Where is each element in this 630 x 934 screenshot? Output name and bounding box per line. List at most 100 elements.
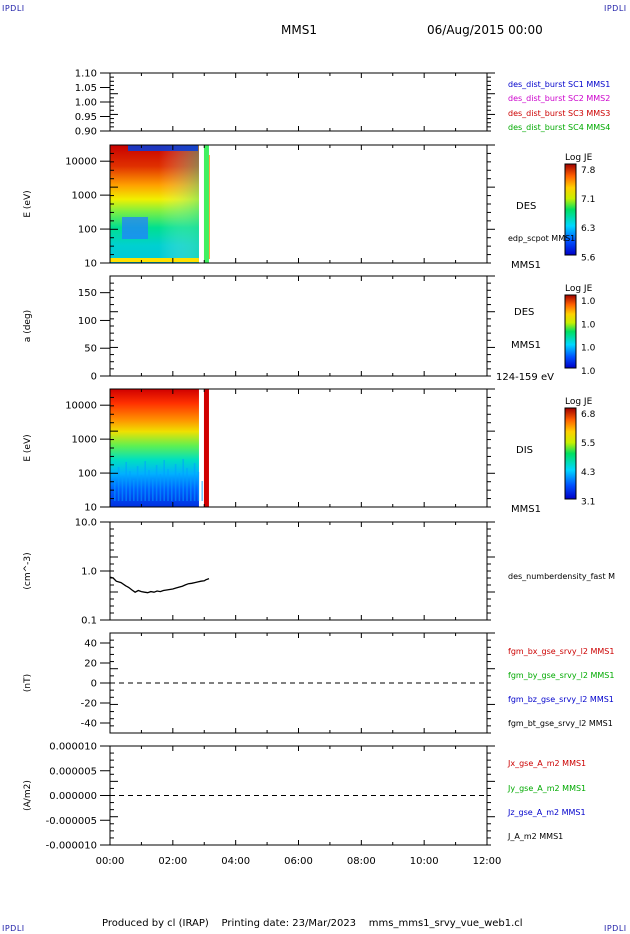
y-axis-label: a (deg) bbox=[23, 310, 33, 342]
dis-energy-streak bbox=[178, 473, 181, 501]
series-legend-label: des_dist_burst SC4 MMS4 bbox=[508, 123, 610, 132]
dis-energy-streak bbox=[197, 472, 200, 501]
colorbar-title: Log JE bbox=[565, 397, 593, 407]
des-energy-low-patch bbox=[122, 217, 148, 239]
dis-energy-streak bbox=[133, 480, 135, 501]
colorbar-tick-label: 6.3 bbox=[581, 224, 595, 234]
y-tick-label: 100 bbox=[78, 225, 97, 236]
side-label: edp_scpot MMS1 bbox=[508, 234, 575, 243]
colorbar-tick-label: 1.0 bbox=[581, 367, 596, 377]
series-legend-label: des_dist_burst SC1 MMS1 bbox=[508, 80, 610, 89]
y-tick-label: 1.0 bbox=[81, 567, 97, 578]
series-legend-label: Jz_gse_A_m2 MMS1 bbox=[507, 808, 586, 817]
side-label: DES bbox=[514, 307, 534, 318]
series-legend-label: des_dist_burst SC3 MMS3 bbox=[508, 109, 610, 118]
des-energy-colorbar bbox=[564, 163, 577, 256]
dis-energy-streak bbox=[140, 475, 143, 501]
colorbar-tick-label: 1.0 bbox=[581, 344, 596, 354]
y-tick-label: 0 bbox=[91, 372, 97, 383]
y-tick-label: 1.10 bbox=[75, 69, 97, 80]
x-tick-label: 10:00 bbox=[410, 856, 439, 867]
y-tick-label: -20 bbox=[81, 699, 97, 710]
colorbar-tick-label: 1.0 bbox=[581, 297, 596, 307]
side-label: DES bbox=[516, 201, 536, 212]
dis-energy-streak bbox=[121, 476, 124, 501]
dis-energy-streak bbox=[167, 469, 169, 501]
y-tick-label: 0.000010 bbox=[49, 742, 97, 753]
colorbar-tick-label: 6.8 bbox=[581, 410, 596, 420]
y-axis-label: E (eV) bbox=[23, 434, 33, 461]
dis-energy-streak bbox=[193, 463, 196, 501]
series-legend-label: fgm_bx_gse_srvy_l2 MMS1 bbox=[508, 647, 614, 656]
dis-energy-last-column bbox=[203, 389, 209, 507]
colorbar-tick-label: 3.1 bbox=[581, 497, 595, 507]
dis-energy-streak bbox=[182, 459, 184, 501]
y-tick-label: -0.000010 bbox=[46, 841, 97, 852]
x-tick-label: 02:00 bbox=[158, 856, 187, 867]
y-axis-label: (A/m2) bbox=[23, 780, 33, 811]
y-tick-label: 150 bbox=[78, 288, 97, 299]
corner-label-right: IPDLI bbox=[604, 4, 627, 13]
y-tick-label: -0.000005 bbox=[46, 816, 97, 827]
corner-label-left: IPDLI bbox=[2, 4, 25, 13]
dis-energy-streak bbox=[152, 479, 154, 501]
colorbar-tick-label: 1.0 bbox=[581, 320, 596, 330]
y-tick-label: 1.00 bbox=[75, 98, 97, 109]
x-tick-label: 06:00 bbox=[284, 856, 313, 867]
dis-energy-streak bbox=[136, 466, 139, 501]
x-tick-label: 00:00 bbox=[96, 856, 125, 867]
spacecraft-title: MMS1 bbox=[281, 23, 317, 37]
y-tick-label: 50 bbox=[84, 344, 97, 355]
colorbar-tick-label: 5.6 bbox=[581, 253, 596, 263]
series-legend-label: fgm_bt_gse_srvy_l2 MMS1 bbox=[508, 719, 613, 728]
corner-label-bottom-right: IPDLI bbox=[604, 924, 627, 933]
y-axis-label: (nT) bbox=[23, 674, 33, 692]
corner-label-bottom-left: IPDLI bbox=[2, 924, 25, 933]
y-tick-label: 10 bbox=[84, 503, 97, 514]
dis-energy-heatmap bbox=[110, 389, 199, 507]
y-tick-label: 1000 bbox=[72, 435, 97, 446]
panel-frame bbox=[109, 521, 488, 621]
y-tick-label: 100 bbox=[78, 316, 97, 327]
x-tick-label: 04:00 bbox=[221, 856, 250, 867]
dis-energy-streak bbox=[114, 481, 116, 501]
y-tick-label: 40 bbox=[84, 639, 97, 650]
series-legend-label: J_A_m2 MMS1 bbox=[507, 832, 563, 841]
y-tick-label: 20 bbox=[84, 659, 97, 670]
dis-energy-streak bbox=[117, 467, 120, 501]
series-legend-label: Jx_gse_A_m2 MMS1 bbox=[507, 759, 586, 768]
colorbar-tick-label: 7.8 bbox=[581, 166, 596, 176]
dis-energy-streak bbox=[125, 462, 127, 501]
colorbar-title: Log JE bbox=[565, 284, 593, 294]
density-series-line bbox=[109, 576, 210, 594]
y-tick-label: 10.0 bbox=[75, 518, 97, 529]
dis-energy-streak bbox=[174, 464, 177, 501]
side-label: 124-159 eV bbox=[496, 372, 554, 383]
dis-energy-streak bbox=[148, 470, 150, 501]
y-tick-label: 1000 bbox=[72, 191, 97, 202]
footer-printing-date: Printing date: 23/Mar/2023 bbox=[221, 918, 357, 929]
y-axis-label: E (eV) bbox=[23, 190, 33, 217]
dis-energy-streak bbox=[129, 471, 131, 501]
y-tick-label: 10 bbox=[84, 259, 97, 270]
des-energy-heatmap-shade bbox=[110, 145, 199, 263]
y-tick-label: 0.95 bbox=[75, 112, 97, 123]
panel-frame bbox=[109, 72, 488, 132]
x-tick-label: 08:00 bbox=[347, 856, 376, 867]
side-label: MMS1 bbox=[511, 340, 541, 351]
dis-energy-streak bbox=[159, 474, 162, 501]
dis-energy-colorbar bbox=[564, 407, 577, 500]
footer-filename: mms_mms1_srvy_vue_web1.cl bbox=[368, 918, 523, 929]
dis-energy-streak bbox=[190, 477, 192, 501]
footer-produced: Produced by cl (IRAP) bbox=[102, 918, 209, 929]
dis-energy-streak bbox=[144, 461, 146, 501]
y-tick-label: 0.1 bbox=[81, 616, 97, 627]
side-label: MMS1 bbox=[511, 504, 541, 515]
side-label: DIS bbox=[516, 445, 533, 456]
y-tick-label: 0 bbox=[91, 679, 97, 690]
des-energy-bottom-band bbox=[110, 258, 199, 262]
colorbar-tick-label: 7.1 bbox=[581, 195, 595, 205]
des-energy-high-band bbox=[128, 145, 198, 151]
y-tick-label: 0.90 bbox=[75, 127, 97, 138]
